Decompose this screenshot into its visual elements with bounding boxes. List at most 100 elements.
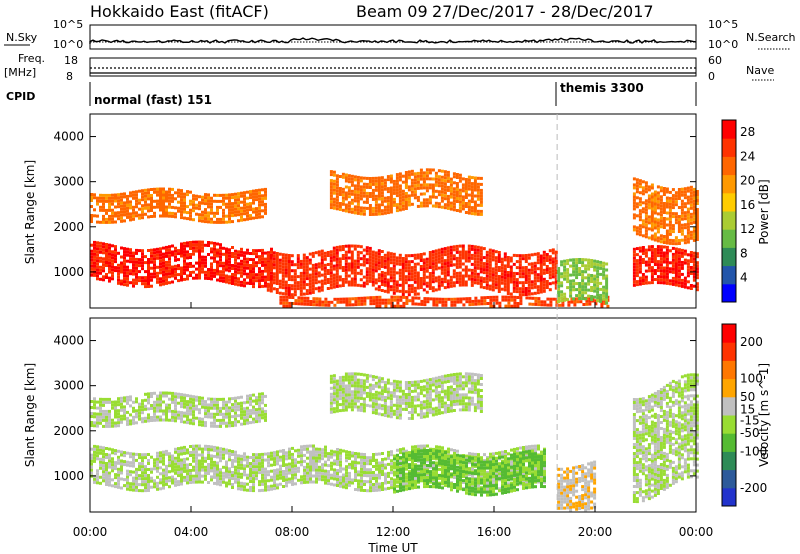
data-cell xyxy=(105,211,108,215)
data-cell xyxy=(348,471,351,475)
data-cell xyxy=(653,196,657,200)
data-cell xyxy=(461,277,465,281)
data-cell xyxy=(449,192,453,196)
data-cell xyxy=(659,272,663,276)
data-cell xyxy=(392,179,396,183)
data-cell xyxy=(389,201,393,205)
data-cell xyxy=(108,208,111,212)
data-cell xyxy=(473,272,477,276)
data-cell xyxy=(371,206,375,210)
data-cell xyxy=(335,195,339,199)
data-cell xyxy=(174,270,177,274)
data-cell xyxy=(581,291,585,295)
data-cell xyxy=(135,199,138,203)
data-cell xyxy=(338,190,342,193)
data-cell xyxy=(528,302,532,306)
data-cell xyxy=(398,256,402,260)
data-cell xyxy=(314,269,318,273)
data-cell xyxy=(240,280,243,284)
data-cell xyxy=(662,190,666,193)
data-cell xyxy=(147,264,150,267)
data-cell xyxy=(557,276,561,279)
data-cell xyxy=(222,214,225,218)
data-cell xyxy=(258,465,261,469)
data-cell xyxy=(477,299,481,303)
data-cell xyxy=(368,186,372,189)
data-cell xyxy=(296,260,300,264)
data-cell xyxy=(165,196,168,200)
data-cell xyxy=(383,205,387,209)
data-cell xyxy=(99,220,102,224)
data-cell xyxy=(584,285,588,289)
data-cell xyxy=(386,190,390,194)
data-cell xyxy=(335,266,339,270)
data-cell xyxy=(108,246,111,250)
data-cell xyxy=(309,459,312,463)
data-cell xyxy=(656,275,660,279)
data-cell xyxy=(174,273,177,277)
data-cell xyxy=(665,257,669,261)
data-cell xyxy=(402,483,405,487)
data-cell xyxy=(102,275,105,279)
data-cell xyxy=(383,256,387,260)
data-cell xyxy=(674,277,678,281)
data-cell xyxy=(443,253,447,257)
data-cell xyxy=(329,191,333,195)
data-cell xyxy=(162,205,165,209)
data-cell xyxy=(449,245,453,249)
data-cell xyxy=(389,174,393,178)
data-cell xyxy=(374,209,378,213)
data-cell xyxy=(647,248,651,252)
data-cell xyxy=(371,265,375,269)
data-cell xyxy=(270,253,273,257)
data-cell xyxy=(419,171,423,175)
data-cell xyxy=(240,283,243,287)
data-cell xyxy=(120,210,123,214)
data-cell xyxy=(401,263,405,266)
data-cell xyxy=(329,265,333,269)
data-cell xyxy=(372,456,375,459)
data-cell xyxy=(162,462,165,466)
data-cell xyxy=(479,212,483,216)
data-cell xyxy=(219,199,222,203)
data-cell xyxy=(479,194,483,198)
data-cell xyxy=(644,220,648,224)
data-cell xyxy=(177,480,180,484)
data-cell xyxy=(683,202,687,206)
data-cell xyxy=(506,274,510,277)
data-cell xyxy=(276,483,279,487)
data-cell xyxy=(407,293,411,297)
data-cell xyxy=(237,192,240,196)
data-cell xyxy=(524,278,528,281)
data-cell xyxy=(120,477,123,481)
data-cell xyxy=(192,264,195,268)
data-cell xyxy=(473,203,477,207)
data-cell xyxy=(327,476,330,480)
data-cell xyxy=(99,256,102,260)
data-cell xyxy=(456,297,460,301)
data-cell xyxy=(332,264,336,268)
data-cell xyxy=(443,268,447,272)
data-cell xyxy=(269,268,273,272)
data-cell xyxy=(293,284,297,288)
data-cell xyxy=(461,195,465,199)
data-cell xyxy=(204,258,207,262)
data-cell xyxy=(384,298,388,302)
data-cell xyxy=(204,276,207,280)
data-cell xyxy=(156,451,159,455)
data-cell xyxy=(317,265,321,269)
data-cell xyxy=(632,183,636,187)
data-cell xyxy=(503,276,507,280)
data-cell xyxy=(671,276,675,280)
data-cell xyxy=(369,477,372,481)
data-cell xyxy=(287,254,291,257)
data-cell xyxy=(237,250,240,254)
beam-label: Beam 09 xyxy=(356,2,428,21)
data-cell xyxy=(344,194,348,198)
data-cell xyxy=(311,284,315,288)
data-cell xyxy=(359,197,363,201)
data-cell xyxy=(584,291,588,295)
data-cell xyxy=(234,282,237,286)
data-cell xyxy=(210,271,213,275)
data-cell xyxy=(180,198,183,202)
